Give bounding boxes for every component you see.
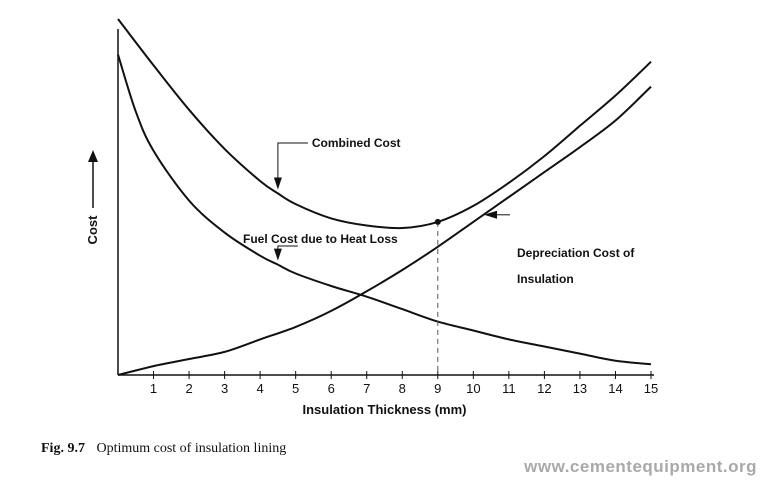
x-axis-label: Insulation Thickness (mm) bbox=[303, 402, 467, 417]
figure-caption: Fig. 9.7 Optimum cost of insulation lini… bbox=[41, 441, 286, 457]
y-axis-arrow-head bbox=[88, 150, 98, 162]
fuel-cost-line bbox=[117, 54, 652, 366]
x-tick-label: 11 bbox=[502, 381, 516, 396]
series-lines bbox=[117, 18, 652, 376]
fuel-cost-label: Fuel Cost due to Heat Loss bbox=[243, 232, 398, 246]
x-tick-label: 1 bbox=[150, 381, 157, 396]
combined-cost-line bbox=[117, 18, 652, 230]
fuel-arrow-head bbox=[273, 248, 282, 261]
x-tick-label: 15 bbox=[644, 381, 658, 396]
x-tick-label: 6 bbox=[328, 381, 335, 396]
x-tick-label: 13 bbox=[573, 381, 587, 396]
depreciation-arrow-head bbox=[483, 210, 497, 219]
depreciation-cost-label-line1: Depreciation Cost of bbox=[517, 246, 635, 260]
combined-arrow-head bbox=[273, 177, 282, 190]
x-tick-label: 10 bbox=[466, 381, 480, 396]
optimum-point bbox=[434, 218, 441, 225]
x-tick-label: 7 bbox=[363, 381, 370, 396]
x-ticks: 1 2 3 4 5 6 7 8 9 10 11 12 13 14 15 bbox=[150, 371, 658, 396]
x-tick-label: 3 bbox=[221, 381, 228, 396]
x-tick-label: 9 bbox=[434, 381, 441, 396]
x-tick-label: 4 bbox=[257, 381, 264, 396]
depreciation-cost-line bbox=[117, 85, 652, 376]
x-tick-label: 2 bbox=[185, 381, 192, 396]
depreciation-cost-label-line2: Insulation bbox=[517, 272, 574, 286]
x-tick-label: 5 bbox=[292, 381, 299, 396]
fuel-leader-line bbox=[277, 245, 298, 259]
figure-number: Fig. 9.7 bbox=[41, 441, 85, 456]
y-axis-label: Cost bbox=[85, 215, 100, 245]
x-tick-label: 14 bbox=[608, 381, 622, 396]
y-axis-label-group: Cost bbox=[85, 150, 100, 244]
axes bbox=[117, 29, 654, 376]
combined-cost-label: Combined Cost bbox=[312, 136, 401, 150]
combined-leader-line bbox=[277, 142, 308, 188]
annotations: Combined Cost Fuel Cost due to Heat Loss D… bbox=[243, 136, 635, 286]
watermark: www.cementequipment.org bbox=[524, 457, 757, 476]
x-tick-label: 8 bbox=[399, 381, 406, 396]
figure-caption-text: Optimum cost of insulation lining bbox=[96, 441, 287, 456]
x-tick-label: 12 bbox=[537, 381, 551, 396]
